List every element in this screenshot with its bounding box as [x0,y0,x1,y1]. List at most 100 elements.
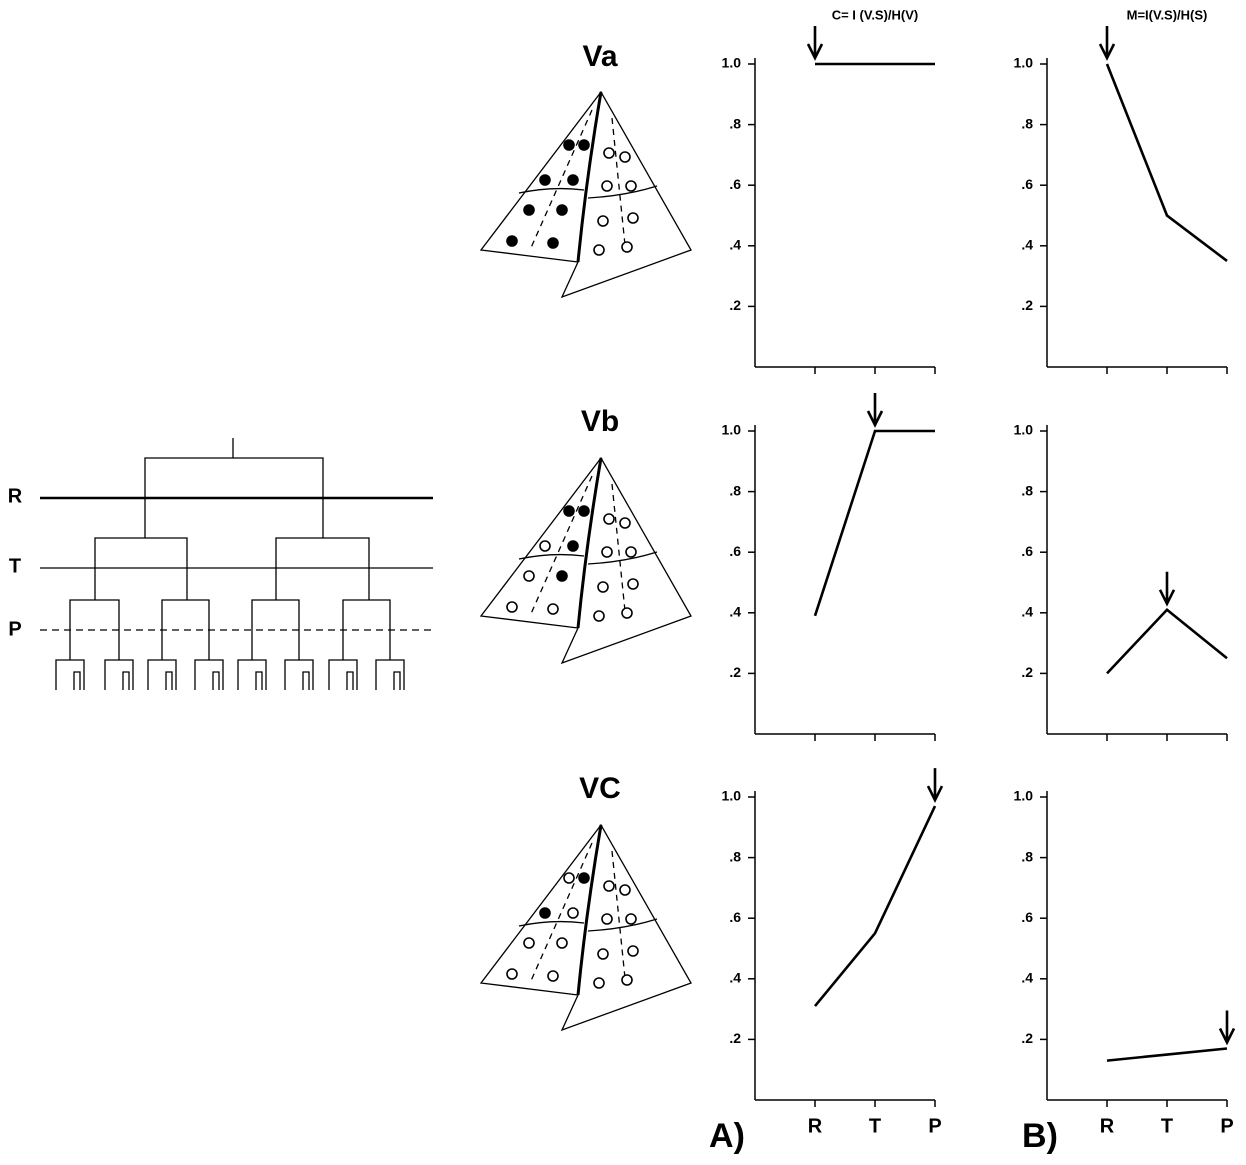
data-line [813,429,935,617]
dot [621,607,633,619]
dot [506,601,518,613]
y-tick-label: 1.0 [1014,422,1034,438]
dot [567,174,579,186]
arrow [806,26,824,61]
y-tick-label: .6 [729,176,741,192]
y-tick-label: .8 [1021,482,1033,498]
dot [578,505,590,517]
level-label: T [9,555,21,577]
y-tick-label: 1.0 [722,55,742,71]
y-tick-label: .6 [729,909,741,925]
dot [563,872,575,884]
leaf [147,659,177,690]
leaf [194,659,224,690]
dot [547,237,559,249]
dot [556,570,568,582]
dot [563,139,575,151]
panel-label: B) [1022,1117,1058,1155]
x-tick-label: R [808,1115,823,1137]
dot [593,610,605,622]
diagram-label: Va [582,40,617,73]
y-tick-label: 1.0 [1014,55,1034,71]
diagram [479,90,692,299]
y-tick-label: .2 [1021,1030,1033,1046]
leaf [55,659,85,690]
dot [539,174,551,186]
x-tick-label: T [1161,1115,1173,1137]
y-tick-label: .4 [1021,970,1033,986]
dot [523,937,535,949]
boundary [576,457,603,629]
dot [625,180,637,192]
dot [506,235,518,247]
diagram-label: Vb [581,405,619,438]
x-tick-label: P [928,1115,941,1137]
x-tick-label: P [1220,1115,1233,1137]
dot [539,540,551,552]
boundary [518,551,658,565]
data-line [1105,63,1228,262]
dot [601,546,613,558]
chart-title: C= I (V.S)/H(V) [832,7,919,22]
y-tick-label: 1.0 [722,788,742,804]
level-label: R [8,485,23,507]
dot [523,204,535,216]
leaf [237,659,267,690]
y-tick-label: .4 [729,970,741,986]
dot [593,244,605,256]
boundary [576,824,603,996]
y-tick-label: .8 [729,482,741,498]
dot [603,513,615,525]
dot [627,578,639,590]
dot [547,603,559,615]
dot [597,948,609,960]
boundary [529,842,626,984]
dot [619,884,631,896]
y-tick-label: .2 [1021,664,1033,680]
boundary [518,918,658,932]
x-tick-label: T [869,1115,881,1137]
dot [627,212,639,224]
y-tick-label: .8 [1021,848,1033,864]
boundary [529,109,626,251]
dot [625,546,637,558]
y-tick-label: .2 [1021,297,1033,313]
y-tick-label: .6 [729,543,741,559]
boundary [518,185,658,199]
dot [619,517,631,529]
y-tick-label: .4 [729,237,741,253]
leaf [104,659,134,690]
y-tick-label: .2 [729,1030,741,1046]
panel-label: A) [709,1117,745,1155]
dendrogram [40,438,433,690]
diagram [479,456,692,665]
arrow [866,393,884,428]
y-tick-label: .6 [1021,909,1033,925]
level-label: P [8,618,21,640]
dot [539,907,551,919]
y-tick-label: .6 [1021,543,1033,559]
dot [578,872,590,884]
dot [597,581,609,593]
y-tick-label: .4 [1021,604,1033,620]
y-tick-label: .8 [729,848,741,864]
dot [625,913,637,925]
dot [601,180,613,192]
dot [621,974,633,986]
dot [621,241,633,253]
y-tick-label: .4 [1021,237,1033,253]
diagram [479,823,692,1032]
y-tick-label: .8 [729,115,741,131]
dot [597,215,609,227]
diagram-label: VC [579,772,621,805]
dot [523,570,535,582]
dot [603,880,615,892]
y-tick-label: 1.0 [1014,788,1034,804]
boundary [529,475,626,617]
arrow [1158,571,1176,607]
dot [603,147,615,159]
dot [593,977,605,989]
y-tick-label: 1.0 [722,422,742,438]
data-line [1106,608,1228,675]
